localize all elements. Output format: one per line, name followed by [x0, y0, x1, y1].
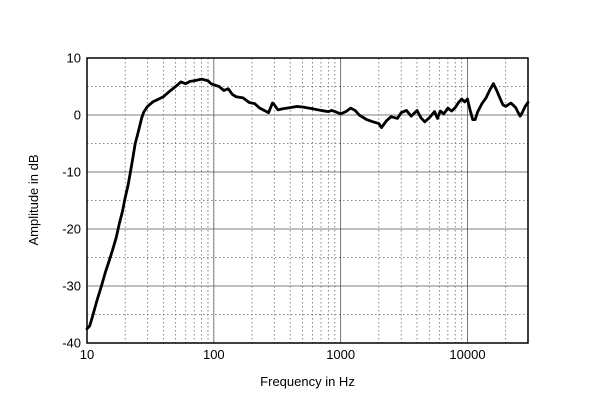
y-tick-label: -40	[62, 336, 81, 351]
y-tick-label: -20	[62, 222, 81, 237]
y-axis-label: Amplitude in dB	[26, 154, 41, 245]
grid	[87, 58, 528, 343]
x-tick-label: 100	[203, 347, 225, 362]
x-tick-label: 10	[80, 347, 94, 362]
x-axis-label: Frequency in Hz	[260, 374, 355, 389]
y-tick-label: -30	[62, 279, 81, 294]
series-line	[85, 77, 530, 331]
y-tick-label: -10	[62, 165, 81, 180]
x-tick-label: 10000	[449, 347, 485, 362]
y-tick-label: 0	[74, 108, 81, 123]
series-layer	[85, 77, 530, 331]
y-tick-label: 10	[67, 51, 81, 66]
plot-frame	[86, 57, 529, 344]
x-tick-label: 1000	[326, 347, 355, 362]
